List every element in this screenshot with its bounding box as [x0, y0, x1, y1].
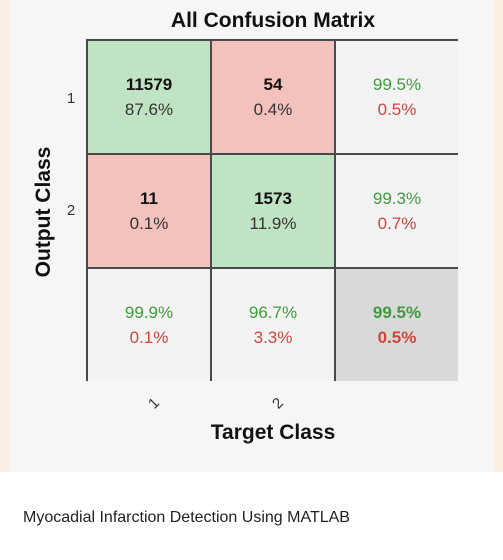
- cell-percentage: 11.9%: [249, 214, 297, 233]
- matrix-cell-r2-c1: 11 0.1%: [88, 155, 210, 267]
- y-axis-label: Output Class: [32, 146, 55, 278]
- confusion-matrix-grid: 11579 87.6% 54 0.4% 99.5% 0.5% 11 0.1% 1573 11.9%…: [86, 39, 458, 381]
- chart-title: All Confusion Matrix: [170, 9, 376, 32]
- matrix-cell-r3-c2: 96.7% 3.3%: [212, 269, 334, 381]
- matrix-cell-r2-c3: 99.3% 0.7%: [336, 155, 458, 267]
- cell-count: 54: [263, 75, 283, 94]
- cell-accuracy: 99.5%: [372, 303, 422, 322]
- cell-error-rate: 0.1%: [129, 328, 169, 347]
- figure-panel: All Confusion Matrix 11579 87.6% 54 0.4% 99.…: [0, 0, 503, 472]
- x-axis-label: Target Class: [210, 421, 336, 444]
- cell-count: 11579: [125, 75, 173, 94]
- matrix-cell-r3-c1: 99.9% 0.1%: [88, 269, 210, 381]
- cell-error-rate: 0.5%: [377, 328, 417, 347]
- cell-count: 1573: [254, 189, 292, 208]
- cell-percentage: 87.6%: [124, 100, 174, 119]
- row-tick-label-2: 2: [66, 202, 76, 219]
- cell-error-rate: 3.3%: [253, 328, 293, 347]
- figure-caption: Myocadial Infarction Detection Using MAT…: [23, 509, 350, 526]
- matrix-cell-r2-c2: 1573 11.9%: [212, 155, 334, 267]
- cell-accuracy: 96.7%: [248, 303, 298, 322]
- cell-accuracy: 99.9%: [124, 303, 174, 322]
- cell-error-rate: 0.5%: [377, 100, 417, 119]
- cell-count: 11: [140, 189, 158, 208]
- cell-accuracy: 99.3%: [372, 189, 422, 208]
- cell-percentage: 0.1%: [129, 214, 169, 233]
- matrix-cell-r1-c3: 99.5% 0.5%: [336, 41, 458, 153]
- matrix-cell-r1-c2: 54 0.4%: [212, 41, 334, 153]
- row-tick-label-1: 1: [66, 90, 76, 107]
- matrix-cell-r1-c1: 11579 87.6%: [88, 41, 210, 153]
- matrix-cell-r3-c3: 99.5% 0.5%: [336, 269, 458, 381]
- cell-error-rate: 0.7%: [377, 214, 417, 233]
- cell-accuracy: 99.5%: [372, 75, 422, 94]
- cell-percentage: 0.4%: [253, 100, 293, 119]
